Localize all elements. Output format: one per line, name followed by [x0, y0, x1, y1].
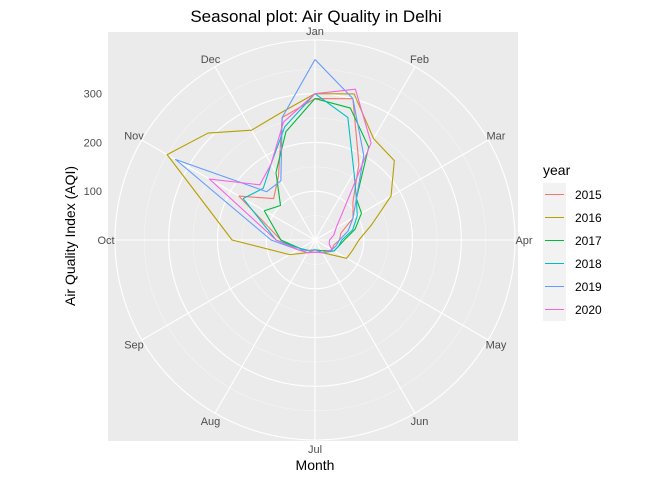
month-label: Jul — [308, 444, 322, 456]
x-axis-title: Month — [296, 457, 335, 473]
month-label: Nov — [124, 131, 144, 143]
month-label: Dec — [201, 54, 221, 66]
radial-tick-label: 300 — [84, 89, 102, 101]
month-labels: Jan Feb Mar Apr May Jun Jul Aug Sep Oct Nov Dec — [97, 26, 532, 456]
legend-label-2019: 2019 — [575, 280, 602, 294]
month-label: Jun — [411, 416, 429, 428]
series-line-2020 — [208, 88, 372, 254]
month-label: Jan — [306, 26, 324, 38]
month-label: Apr — [515, 235, 532, 247]
grid-spoke — [314, 239, 416, 414]
legend-label-2020: 2020 — [575, 303, 602, 317]
grid-spoke — [314, 66, 416, 241]
legend-label-2018: 2018 — [575, 257, 602, 271]
grid-spoke — [314, 139, 489, 241]
month-label: Oct — [97, 235, 114, 247]
chart-title: Seasonal plot: Air Quality in Delhi — [190, 7, 441, 26]
month-label: Mar — [487, 131, 506, 143]
grid-spoke — [314, 239, 489, 341]
month-label: Aug — [201, 416, 221, 428]
month-label: Sep — [124, 340, 144, 352]
radial-tick-label: 100 — [84, 186, 102, 198]
month-label: Feb — [410, 54, 429, 66]
legend-label-2016: 2016 — [575, 211, 602, 225]
grid-spoke — [141, 239, 316, 341]
radial-tick-label: 200 — [84, 137, 102, 149]
legend-label-2017: 2017 — [575, 234, 602, 248]
y-axis-title: Air Quality Index (AQI) — [62, 166, 78, 306]
grid-spoke — [214, 66, 316, 241]
month-label: May — [486, 340, 507, 352]
legend-items: 2015 2016 2017 2018 2019 2020 — [543, 183, 602, 321]
legend-label-2015: 2015 — [575, 188, 602, 202]
grid-spoke — [141, 139, 316, 241]
grid-spoke — [214, 239, 316, 414]
legend-title: year — [543, 162, 571, 178]
legend: year 2015 2016 2017 2018 2019 2020 — [543, 162, 602, 321]
series-lines — [166, 59, 395, 259]
radial-tick-labels: 100 200 300 — [84, 89, 102, 199]
